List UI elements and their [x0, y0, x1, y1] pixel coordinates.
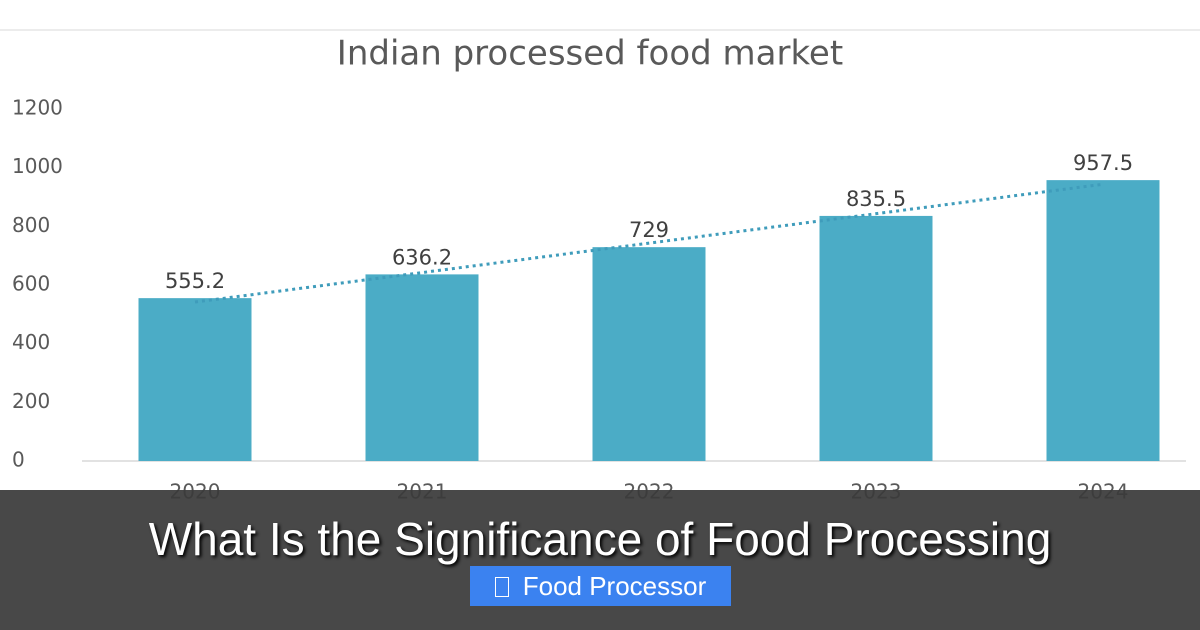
category-tag[interactable]: Food Processor	[470, 566, 731, 606]
y-tick-label: 400	[12, 330, 50, 354]
bar	[138, 298, 252, 461]
y-tick-label: 0	[12, 448, 25, 472]
tag-icon	[494, 577, 509, 597]
y-tick-label: 600	[12, 272, 50, 296]
data-label: 835.5	[846, 187, 906, 211]
trendline	[194, 182, 1104, 304]
data-label: 636.2	[392, 245, 452, 269]
y-tick-label: 1200	[12, 96, 63, 120]
tag-text: Food Processor	[522, 571, 707, 601]
bar	[592, 247, 706, 461]
bar	[819, 215, 933, 461]
y-tick-label: 1000	[12, 154, 63, 178]
bar	[365, 274, 479, 461]
caption-band: What Is the Significance of Food Process…	[0, 490, 1200, 630]
data-label: 957.5	[1073, 151, 1133, 175]
headline: What Is the Significance of Food Process…	[148, 513, 1052, 565]
data-label: 555.2	[165, 269, 225, 293]
y-tick-label: 800	[12, 213, 50, 237]
bar	[1046, 180, 1160, 461]
chart-title: Indian processed food market	[337, 34, 843, 74]
data-label: 729	[629, 218, 669, 242]
y-tick-label: 200	[12, 389, 50, 413]
